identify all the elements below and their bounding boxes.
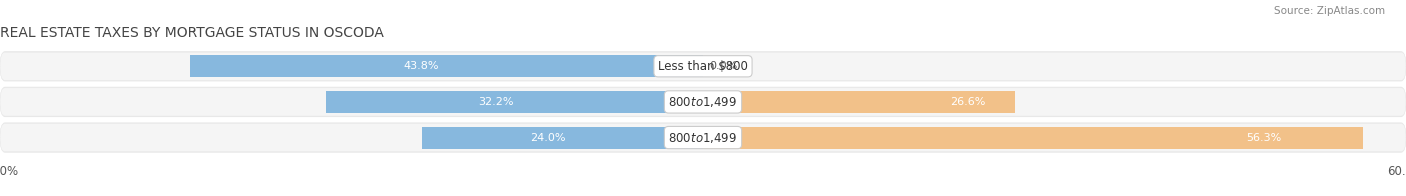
Text: 43.8%: 43.8% [404, 61, 439, 71]
Text: 24.0%: 24.0% [530, 132, 567, 142]
Bar [422, 126, 703, 149]
Bar [326, 91, 703, 113]
Bar [703, 91, 1015, 113]
FancyBboxPatch shape [0, 122, 1406, 153]
Bar [190, 55, 703, 77]
FancyBboxPatch shape [0, 88, 1406, 116]
Text: Source: ZipAtlas.com: Source: ZipAtlas.com [1274, 6, 1385, 16]
Text: 32.2%: 32.2% [478, 97, 513, 107]
FancyBboxPatch shape [0, 51, 1406, 81]
FancyBboxPatch shape [0, 123, 1406, 152]
Text: $800 to $1,499: $800 to $1,499 [668, 95, 738, 109]
Text: 26.6%: 26.6% [950, 97, 986, 107]
FancyBboxPatch shape [0, 87, 1406, 117]
Text: 0.0%: 0.0% [709, 61, 737, 71]
Bar [703, 126, 1362, 149]
Text: REAL ESTATE TAXES BY MORTGAGE STATUS IN OSCODA: REAL ESTATE TAXES BY MORTGAGE STATUS IN … [0, 25, 384, 40]
Text: Less than $800: Less than $800 [658, 60, 748, 73]
Text: 56.3%: 56.3% [1246, 132, 1281, 142]
FancyBboxPatch shape [0, 52, 1406, 80]
Text: $800 to $1,499: $800 to $1,499 [668, 131, 738, 145]
